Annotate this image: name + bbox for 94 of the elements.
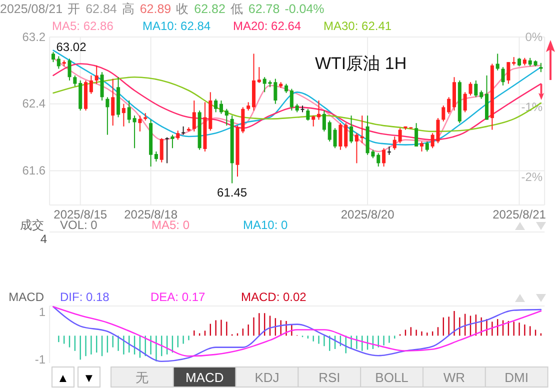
y-tick-label: 1: [38, 304, 46, 319]
candlestick: [138, 115, 142, 132]
line-series: [52, 76, 542, 132]
candlestick: [501, 66, 505, 86]
text: MA30: 62.41: [324, 19, 392, 33]
tab-button[interactable]: MACD: [172, 366, 236, 388]
candlestick: [100, 72, 104, 102]
text: 高: [122, 1, 135, 16]
text: -0.04%: [284, 2, 324, 16]
series-label: DIF: 0.18: [60, 290, 110, 304]
candlestick: [344, 122, 348, 149]
candlestick: [160, 138, 164, 163]
candlestick: [56, 56, 60, 70]
text: WTI原油 1H: [315, 54, 407, 73]
candlestick: [192, 100, 196, 132]
candlestick: [506, 62, 510, 84]
x-tick-label: 2025/8/20: [340, 208, 395, 222]
candlestick: [182, 126, 186, 136]
annotation: 61.45: [217, 185, 248, 200]
candlestick: [382, 148, 386, 168]
candlestick: [539, 62, 543, 73]
text: 低: [230, 2, 244, 16]
x-tick-label: 2025/8/21: [492, 208, 546, 222]
candlestick: [257, 66, 261, 84]
y2-tick-label: -2%: [521, 170, 543, 184]
candlestick: [89, 74, 93, 94]
candlestick: [387, 146, 391, 156]
candlestick: [214, 98, 218, 113]
series-label: MACD: 0.02: [241, 290, 307, 304]
candlestick: [154, 151, 158, 162]
candlestick: [474, 80, 478, 98]
text: MA10: 0: [243, 218, 288, 232]
candlestick: [398, 128, 402, 144]
arrow-button[interactable]: ▲: [52, 366, 74, 388]
candlestick: [106, 96, 110, 136]
text: MA20: 62.64: [233, 19, 302, 33]
candlestick: [322, 110, 326, 132]
tab-button[interactable]: DMI: [484, 366, 548, 388]
candlestick: [442, 105, 446, 122]
candlestick: [51, 52, 56, 63]
candlestick: [392, 136, 396, 150]
candlestick: [350, 115, 354, 144]
candlestick: [328, 120, 332, 142]
candlestick: [354, 132, 358, 164]
tab-button[interactable]: RSI: [298, 366, 362, 388]
chart-title: MACD: [8, 290, 44, 304]
text: 62.78: [248, 2, 280, 16]
tab-button[interactable]: KDJ: [235, 366, 299, 388]
candlestick: [176, 130, 180, 140]
candlestick: [333, 128, 337, 149]
candlestick: [111, 78, 115, 126]
candlestick: [447, 96, 451, 114]
y-tick-label: -1: [34, 352, 46, 366]
candlestick: [463, 92, 467, 113]
tab-button[interactable]: 无: [110, 366, 174, 388]
y2-tick-label: 0%: [525, 30, 543, 44]
text: DEA: 0.17: [150, 290, 206, 304]
text: 4: [40, 232, 48, 246]
candlestick: [338, 122, 342, 150]
candlestick: [306, 108, 310, 122]
y-tick-label: 62.4: [22, 96, 46, 111]
candlestick: [414, 122, 418, 147]
text: 62.84: [86, 2, 117, 16]
text: MA10: 62.84: [142, 19, 211, 33]
candlestick: [68, 58, 72, 81]
candlestick: [290, 88, 294, 112]
text: 成交: [20, 218, 44, 232]
candlestick: [224, 108, 228, 126]
candlestick: [420, 140, 424, 152]
y-tick-label: 63.2: [22, 30, 46, 44]
text: 2025/08/21: [0, 2, 63, 16]
text: 收: [176, 2, 190, 16]
candlestick: [122, 103, 126, 127]
candlestick: [132, 115, 136, 149]
candlestick: [284, 83, 288, 94]
text: 开: [68, 2, 81, 16]
tab-button[interactable]: WR: [422, 366, 486, 388]
text: 62.89: [140, 2, 172, 16]
candlestick: [165, 136, 169, 164]
text: 62.82: [194, 2, 226, 16]
candlestick: [468, 82, 472, 96]
tab-button[interactable]: BOLL: [360, 366, 424, 388]
y-tick-label: 61.6: [22, 164, 46, 178]
candlestick: [376, 152, 380, 168]
candlestick: [127, 100, 131, 124]
candlestick: [219, 100, 223, 114]
annotation: 63.02: [56, 40, 87, 54]
arrow-button[interactable]: ▼: [78, 366, 100, 388]
candlestick: [170, 134, 174, 149]
candlestick: [73, 74, 77, 87]
candlestick: [94, 64, 98, 84]
candlestick: [425, 140, 429, 152]
candlestick: [496, 53, 500, 71]
text: MA5: 62.86: [52, 19, 114, 33]
